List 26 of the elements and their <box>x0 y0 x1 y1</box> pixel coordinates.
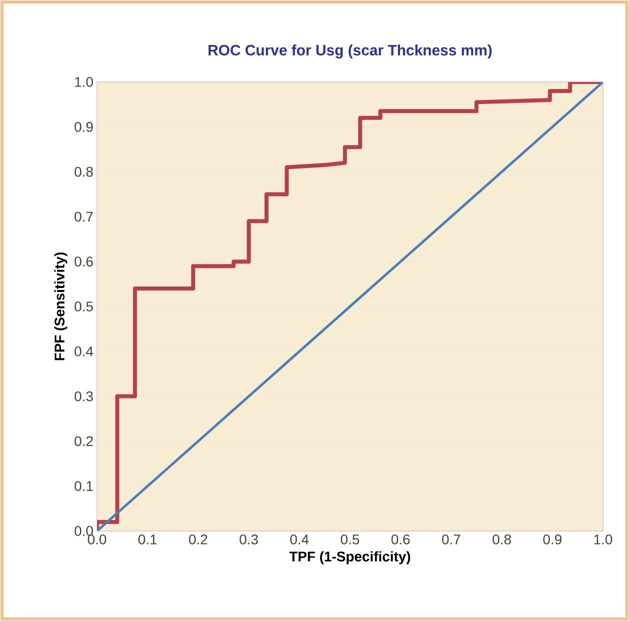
y-tick-label: 0.0 <box>74 526 93 536</box>
x-tick-label: 0.6 <box>391 534 410 544</box>
x-tick-label: 0.2 <box>189 534 208 544</box>
x-tick-label: 0.5 <box>340 534 360 544</box>
y-tick-label: 1.0 <box>75 77 93 87</box>
y-tick-label: 0.1 <box>74 481 93 492</box>
y-tick-label: 0.7 <box>74 212 93 222</box>
x-tick-label: 0.9 <box>543 534 562 544</box>
x-tick-label: 0.4 <box>290 534 309 544</box>
line-series <box>97 82 604 531</box>
y-tick-label: 0.9 <box>74 122 93 132</box>
x-tick-label: 0.0 <box>88 534 106 544</box>
x-axis-title: TPF (1-Specificity) <box>289 551 410 564</box>
x-tick-label: 0.8 <box>492 534 511 544</box>
chart-title: ROC Curve for Usg (scar Thckness mm) <box>208 44 492 58</box>
x-tick-label: 1.0 <box>594 534 612 544</box>
y-tick-label: 0.3 <box>74 391 93 402</box>
y-tick-label: 0.5 <box>74 302 93 312</box>
y-tick-label: 0.8 <box>74 166 93 177</box>
x-tick-label: 0.7 <box>442 534 460 544</box>
y-tick-label: 0.2 <box>74 436 93 446</box>
y-tick-label: 0.4 <box>74 346 94 356</box>
y-tick-label: 0.6 <box>74 256 93 267</box>
x-tick-label: 0.3 <box>240 534 258 544</box>
x-tick-label: 0.1 <box>138 534 157 544</box>
y-axis-title: FPF (Sensitivity) <box>54 252 68 360</box>
